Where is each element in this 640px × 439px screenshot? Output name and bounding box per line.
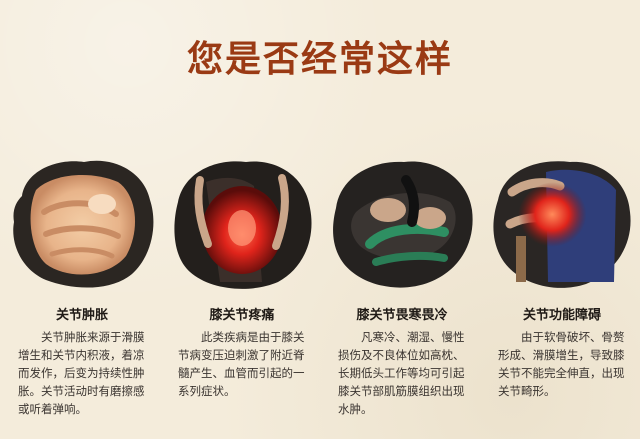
symptom-card-joint-dysfunction: 关节功能障碍 由于软骨破坏、骨赘形成、滑膜增生，导致膝关节不能完全伸直，出现关节… — [484, 152, 640, 432]
ink-blob-image-dysfunction — [486, 152, 638, 292]
symptom-caption: 关节功能障碍 — [522, 308, 601, 323]
symptom-description: 关节肿胀来源于滑膜增生和关节内积液，着凉而发作，后变为持续性肿胀。关节活动时有磨… — [18, 330, 145, 416]
symptom-description: 凡寒冷、潮湿、慢性损伤及不良体位如高枕、长期低头工作等均可引起膝关节部肌筋膜组织… — [338, 330, 465, 416]
symptom-card-joint-swelling: 关节肿胀 关节肿胀来源于滑膜增生和关节内积液，着凉而发作，后变为持续性肿胀。关节… — [4, 152, 160, 432]
ink-blob-image-knee-cold — [326, 152, 478, 292]
ink-blob-image-swelling — [6, 152, 158, 292]
page-title: 您是否经常这样 — [186, 39, 453, 80]
symptom-description: 此类疾病是由于膝关节病变压迫刺激了附近脊髓产生、血管而引起的一系列症状。 — [178, 330, 305, 398]
symptom-caption: 关节肿胀 — [55, 308, 108, 323]
symptom-card-knee-pain: 膝关节疼痛 此类疾病是由于膝关节病变压迫刺激了附近脊髓产生、血管而引起的一系列症… — [164, 152, 320, 432]
symptom-caption: 膝关节畏寒畏冷 — [356, 308, 448, 323]
symptom-description: 由于软骨破坏、骨赘形成、滑膜增生，导致膝关节不能完全伸直，出现关节畸形。 — [498, 330, 625, 398]
symptom-card-knee-cold: 膝关节畏寒畏冷 凡寒冷、潮湿、慢性损伤及不良体位如高枕、长期低头工作等均可引起膝… — [324, 152, 480, 432]
symptom-caption: 膝关节疼痛 — [209, 308, 275, 323]
ink-blob-image-knee-pain — [166, 152, 318, 292]
